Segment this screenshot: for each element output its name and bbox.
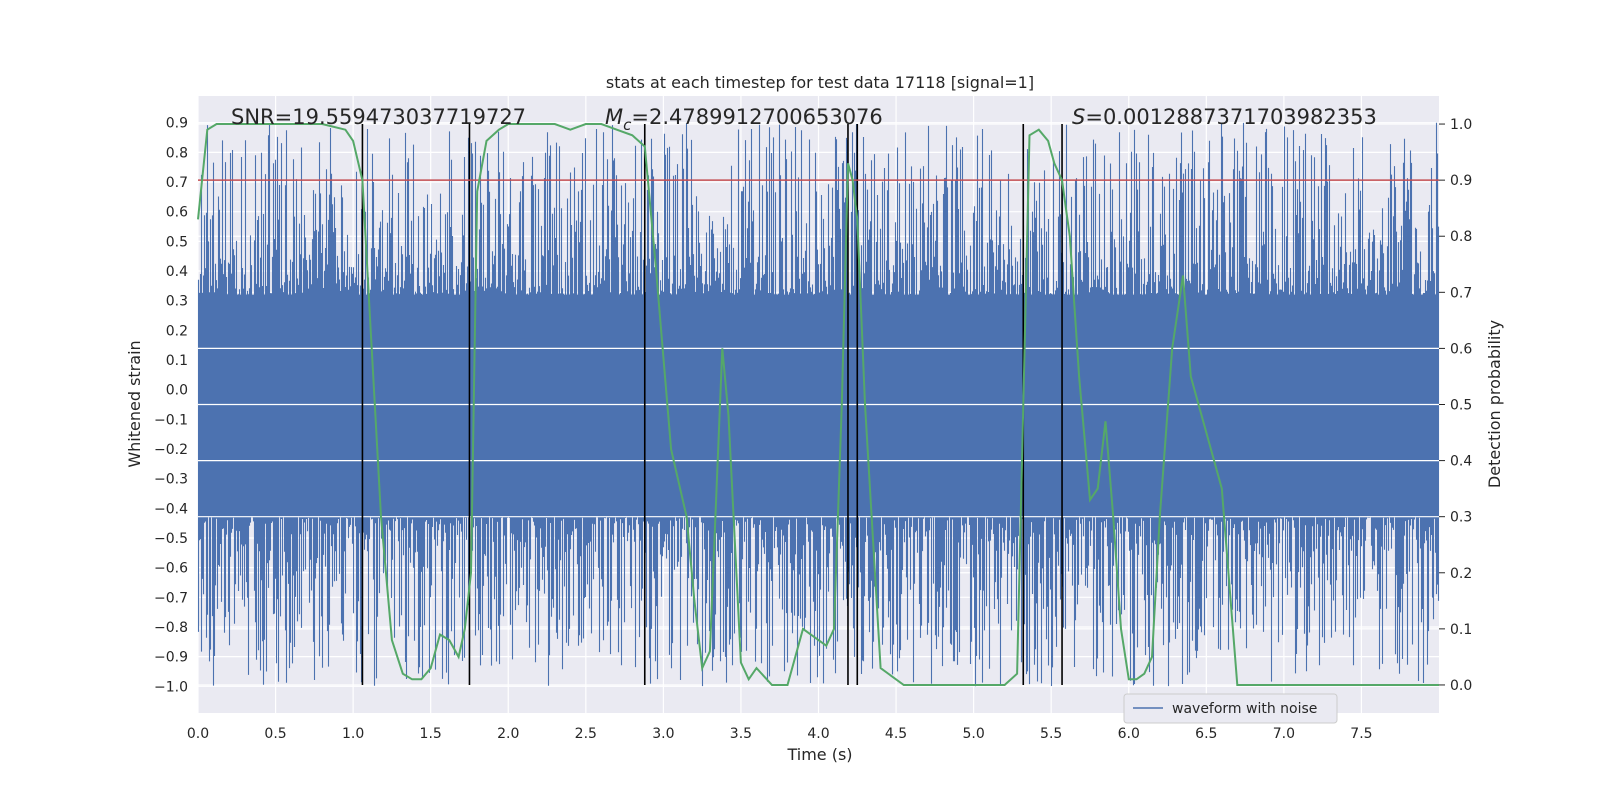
- y-tick-label: 0.6: [166, 205, 188, 221]
- x-tick-label: 3.5: [730, 726, 752, 742]
- y2-tick-label: 0.4: [1450, 454, 1472, 470]
- y-tick-label: −0.8: [154, 620, 188, 636]
- y-tick-label: −1.0: [154, 679, 188, 695]
- y2-tick-label: 1.0: [1450, 117, 1472, 133]
- y2-tick-label: 0.5: [1450, 398, 1472, 414]
- y-tick-label: 0.0: [166, 383, 188, 399]
- x-tick-label: 4.5: [885, 726, 907, 742]
- y-tick-label: −0.3: [154, 472, 188, 488]
- y-tick-label: −0.2: [154, 442, 188, 458]
- chirp-mass-symbol: M: [605, 105, 623, 129]
- y-tick-label: −0.7: [154, 590, 188, 606]
- legend-box: [1123, 693, 1338, 724]
- x-tick-label: 7.5: [1350, 726, 1372, 742]
- x-tick-label: 0.5: [264, 726, 286, 742]
- s-symbol: S: [1072, 105, 1085, 129]
- y-tick-label: 0.2: [166, 323, 188, 339]
- chirp-mass-value: =2.4789912700653076: [631, 105, 882, 129]
- y-axis-label: Whitened strain: [125, 340, 144, 467]
- y-tick-label: −0.5: [154, 531, 188, 547]
- x-axis-label: Time (s): [786, 745, 852, 764]
- y2-axis-ticks: 1.0 0.9 0.8 0.7 0.6 0.5 0.4 0.3 0.2 0.1 0.0: [1439, 117, 1472, 694]
- legend-label: waveform with noise: [1172, 701, 1317, 717]
- y2-tick-label: 0.2: [1450, 566, 1472, 582]
- y-tick-label: −0.9: [154, 650, 188, 666]
- x-tick-label: 2.0: [497, 726, 519, 742]
- y-axis-ticks: 0.9 0.8 0.7 0.6 0.5 0.4 0.3 0.2 0.1 0.0 −0.1 −0.2 −0…: [154, 116, 188, 696]
- legend: waveform with noise: [1123, 693, 1338, 724]
- y-tick-label: 0.5: [166, 234, 188, 250]
- s-value: =0.0012887371703982353: [1085, 105, 1377, 129]
- x-tick-label: 6.5: [1195, 726, 1217, 742]
- y-tick-label: −0.6: [154, 561, 188, 577]
- x-tick-label: 0.0: [187, 726, 209, 742]
- y2-tick-label: 0.0: [1450, 678, 1472, 694]
- detection-probability-series: [197, 123, 1439, 686]
- y-tick-label: −0.4: [154, 501, 188, 517]
- x-tick-label: 3.0: [652, 726, 674, 742]
- x-tick-label: 5.0: [962, 726, 984, 742]
- x-tick-label: 7.0: [1273, 726, 1295, 742]
- y2-tick-label: 0.9: [1450, 173, 1472, 189]
- y-tick-label: 0.3: [166, 294, 188, 310]
- chirp-mass-annotation: Mc=2.4789912700653076: [605, 105, 883, 134]
- x-axis-ticks: 0.0 0.5 1.0 1.5 2.0 2.5 3.0 3.5 4.0 4.5 5.0 5.5 6.0 6…: [187, 726, 1373, 742]
- y2-tick-label: 0.3: [1450, 510, 1472, 526]
- chart-title: stats at each timestep for test data 171…: [606, 73, 1034, 92]
- y2-tick-label: 0.7: [1450, 285, 1472, 301]
- chirp-mass-subscript: c: [623, 116, 632, 134]
- y-tick-label: 0.8: [166, 145, 188, 161]
- x-tick-label: 6.0: [1118, 726, 1140, 742]
- x-tick-label: 1.5: [420, 726, 442, 742]
- waveform-with-noise-series: [197, 122, 1440, 687]
- x-tick-label: 4.0: [807, 726, 829, 742]
- x-tick-label: 5.5: [1040, 726, 1062, 742]
- y-tick-label: −0.1: [154, 412, 188, 428]
- y-tick-label: 0.1: [166, 353, 188, 369]
- y2-tick-label: 0.1: [1450, 622, 1472, 638]
- snr-annotation: SNR=19.559473037719727: [231, 105, 526, 129]
- y-tick-label: 0.7: [166, 175, 188, 191]
- x-tick-label: 2.5: [575, 726, 597, 742]
- y-tick-label: 0.9: [166, 116, 188, 132]
- y2-tick-label: 0.6: [1450, 341, 1472, 357]
- detection-probability-line: [197, 123, 1439, 686]
- y-tick-label: 0.4: [166, 264, 188, 280]
- s-annotation: S=0.0012887371703982353: [1072, 105, 1377, 129]
- waveform-core: [198, 294, 1439, 518]
- y2-tick-label: 0.8: [1450, 229, 1472, 245]
- x-tick-label: 1.0: [342, 726, 364, 742]
- y2-axis-label: Detection probability: [1485, 320, 1504, 488]
